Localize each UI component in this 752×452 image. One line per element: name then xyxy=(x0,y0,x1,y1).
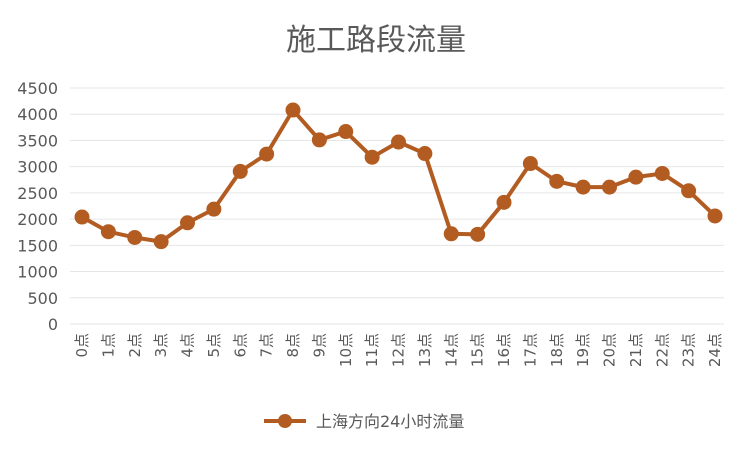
x-tick-label: 24点 xyxy=(706,333,724,367)
data-point[interactable] xyxy=(443,226,459,242)
data-point[interactable] xyxy=(206,201,222,217)
x-tick-label: 5点 xyxy=(205,333,223,358)
y-tick-label: 0 xyxy=(48,315,58,334)
data-point[interactable] xyxy=(654,165,670,181)
x-tick-label: 15点 xyxy=(469,333,487,367)
x-tick-label: 1点 xyxy=(99,333,117,358)
chart-title: 施工路段流量 xyxy=(286,23,466,58)
data-point[interactable] xyxy=(338,124,354,140)
legend-dot-marker xyxy=(278,414,292,428)
data-point[interactable] xyxy=(74,209,90,225)
x-tick-label: 9点 xyxy=(310,333,328,358)
x-tick-label: 21点 xyxy=(627,333,645,367)
x-tick-label: 7点 xyxy=(258,333,276,358)
data-point[interactable] xyxy=(470,226,486,242)
x-tick-label: 14点 xyxy=(442,333,460,367)
data-point[interactable] xyxy=(311,132,327,148)
legend-label: 上海方向24小时流量 xyxy=(316,412,464,431)
x-tick-label: 10点 xyxy=(337,333,355,367)
data-point[interactable] xyxy=(391,134,406,150)
data-point[interactable] xyxy=(417,146,433,162)
x-tick-label: 11点 xyxy=(363,333,381,367)
x-tick-label: 20点 xyxy=(601,333,619,367)
x-tick-label: 18点 xyxy=(548,333,566,367)
x-tick-label: 0点 xyxy=(73,333,91,358)
y-tick-label: 3000 xyxy=(17,158,58,177)
y-tick-label: 1500 xyxy=(17,236,58,255)
x-tick-label: 8点 xyxy=(284,333,302,358)
data-point[interactable] xyxy=(522,156,538,172)
data-point[interactable] xyxy=(549,173,565,189)
data-point[interactable] xyxy=(127,229,143,245)
x-tick-label: 23点 xyxy=(680,333,698,367)
data-point[interactable] xyxy=(259,146,275,162)
x-tick-label: 22点 xyxy=(653,333,671,367)
data-point[interactable] xyxy=(575,179,591,195)
x-tick-label: 12点 xyxy=(390,333,408,367)
y-tick-label: 2000 xyxy=(17,210,58,229)
y-tick-label: 500 xyxy=(27,289,58,308)
x-axis-ticks: 0点 1点 2点 3点 4点 5点 6点 7点 8点 9点 10点 11点 12点 13点 14点 15点 16… xyxy=(73,333,724,367)
series-line xyxy=(80,108,717,244)
x-tick-label: 16点 xyxy=(495,333,513,367)
data-point[interactable] xyxy=(100,224,116,240)
data-point[interactable] xyxy=(496,194,512,210)
data-point[interactable] xyxy=(153,234,169,250)
x-tick-label: 13点 xyxy=(416,333,434,367)
x-tick-label: 6点 xyxy=(231,333,249,358)
legend[interactable]: 上海方向24小时流量 xyxy=(264,412,464,431)
data-point[interactable] xyxy=(180,215,195,231)
data-point[interactable] xyxy=(364,149,380,165)
data-point[interactable] xyxy=(707,208,723,224)
y-tick-label: 4000 xyxy=(17,105,58,124)
data-point[interactable] xyxy=(232,163,248,179)
y-tick-label: 1000 xyxy=(17,263,58,282)
y-axis-ticks: 0 500 1000 1500 2000 2500 3000 3500 4000 4500 xyxy=(17,79,58,334)
x-tick-label: 3点 xyxy=(152,333,170,358)
y-tick-label: 4500 xyxy=(17,79,58,98)
data-point[interactable] xyxy=(602,179,617,195)
x-tick-label: 2点 xyxy=(126,333,144,358)
x-tick-label: 17点 xyxy=(521,333,539,367)
gridlines xyxy=(70,87,724,325)
data-point[interactable] xyxy=(628,169,644,185)
y-tick-label: 2500 xyxy=(17,184,58,203)
x-tick-label: 19点 xyxy=(574,333,592,367)
y-tick-label: 3500 xyxy=(17,131,58,150)
x-tick-label: 4点 xyxy=(179,333,197,358)
data-point[interactable] xyxy=(285,102,301,118)
series-layer xyxy=(74,102,723,250)
data-point[interactable] xyxy=(681,183,697,199)
